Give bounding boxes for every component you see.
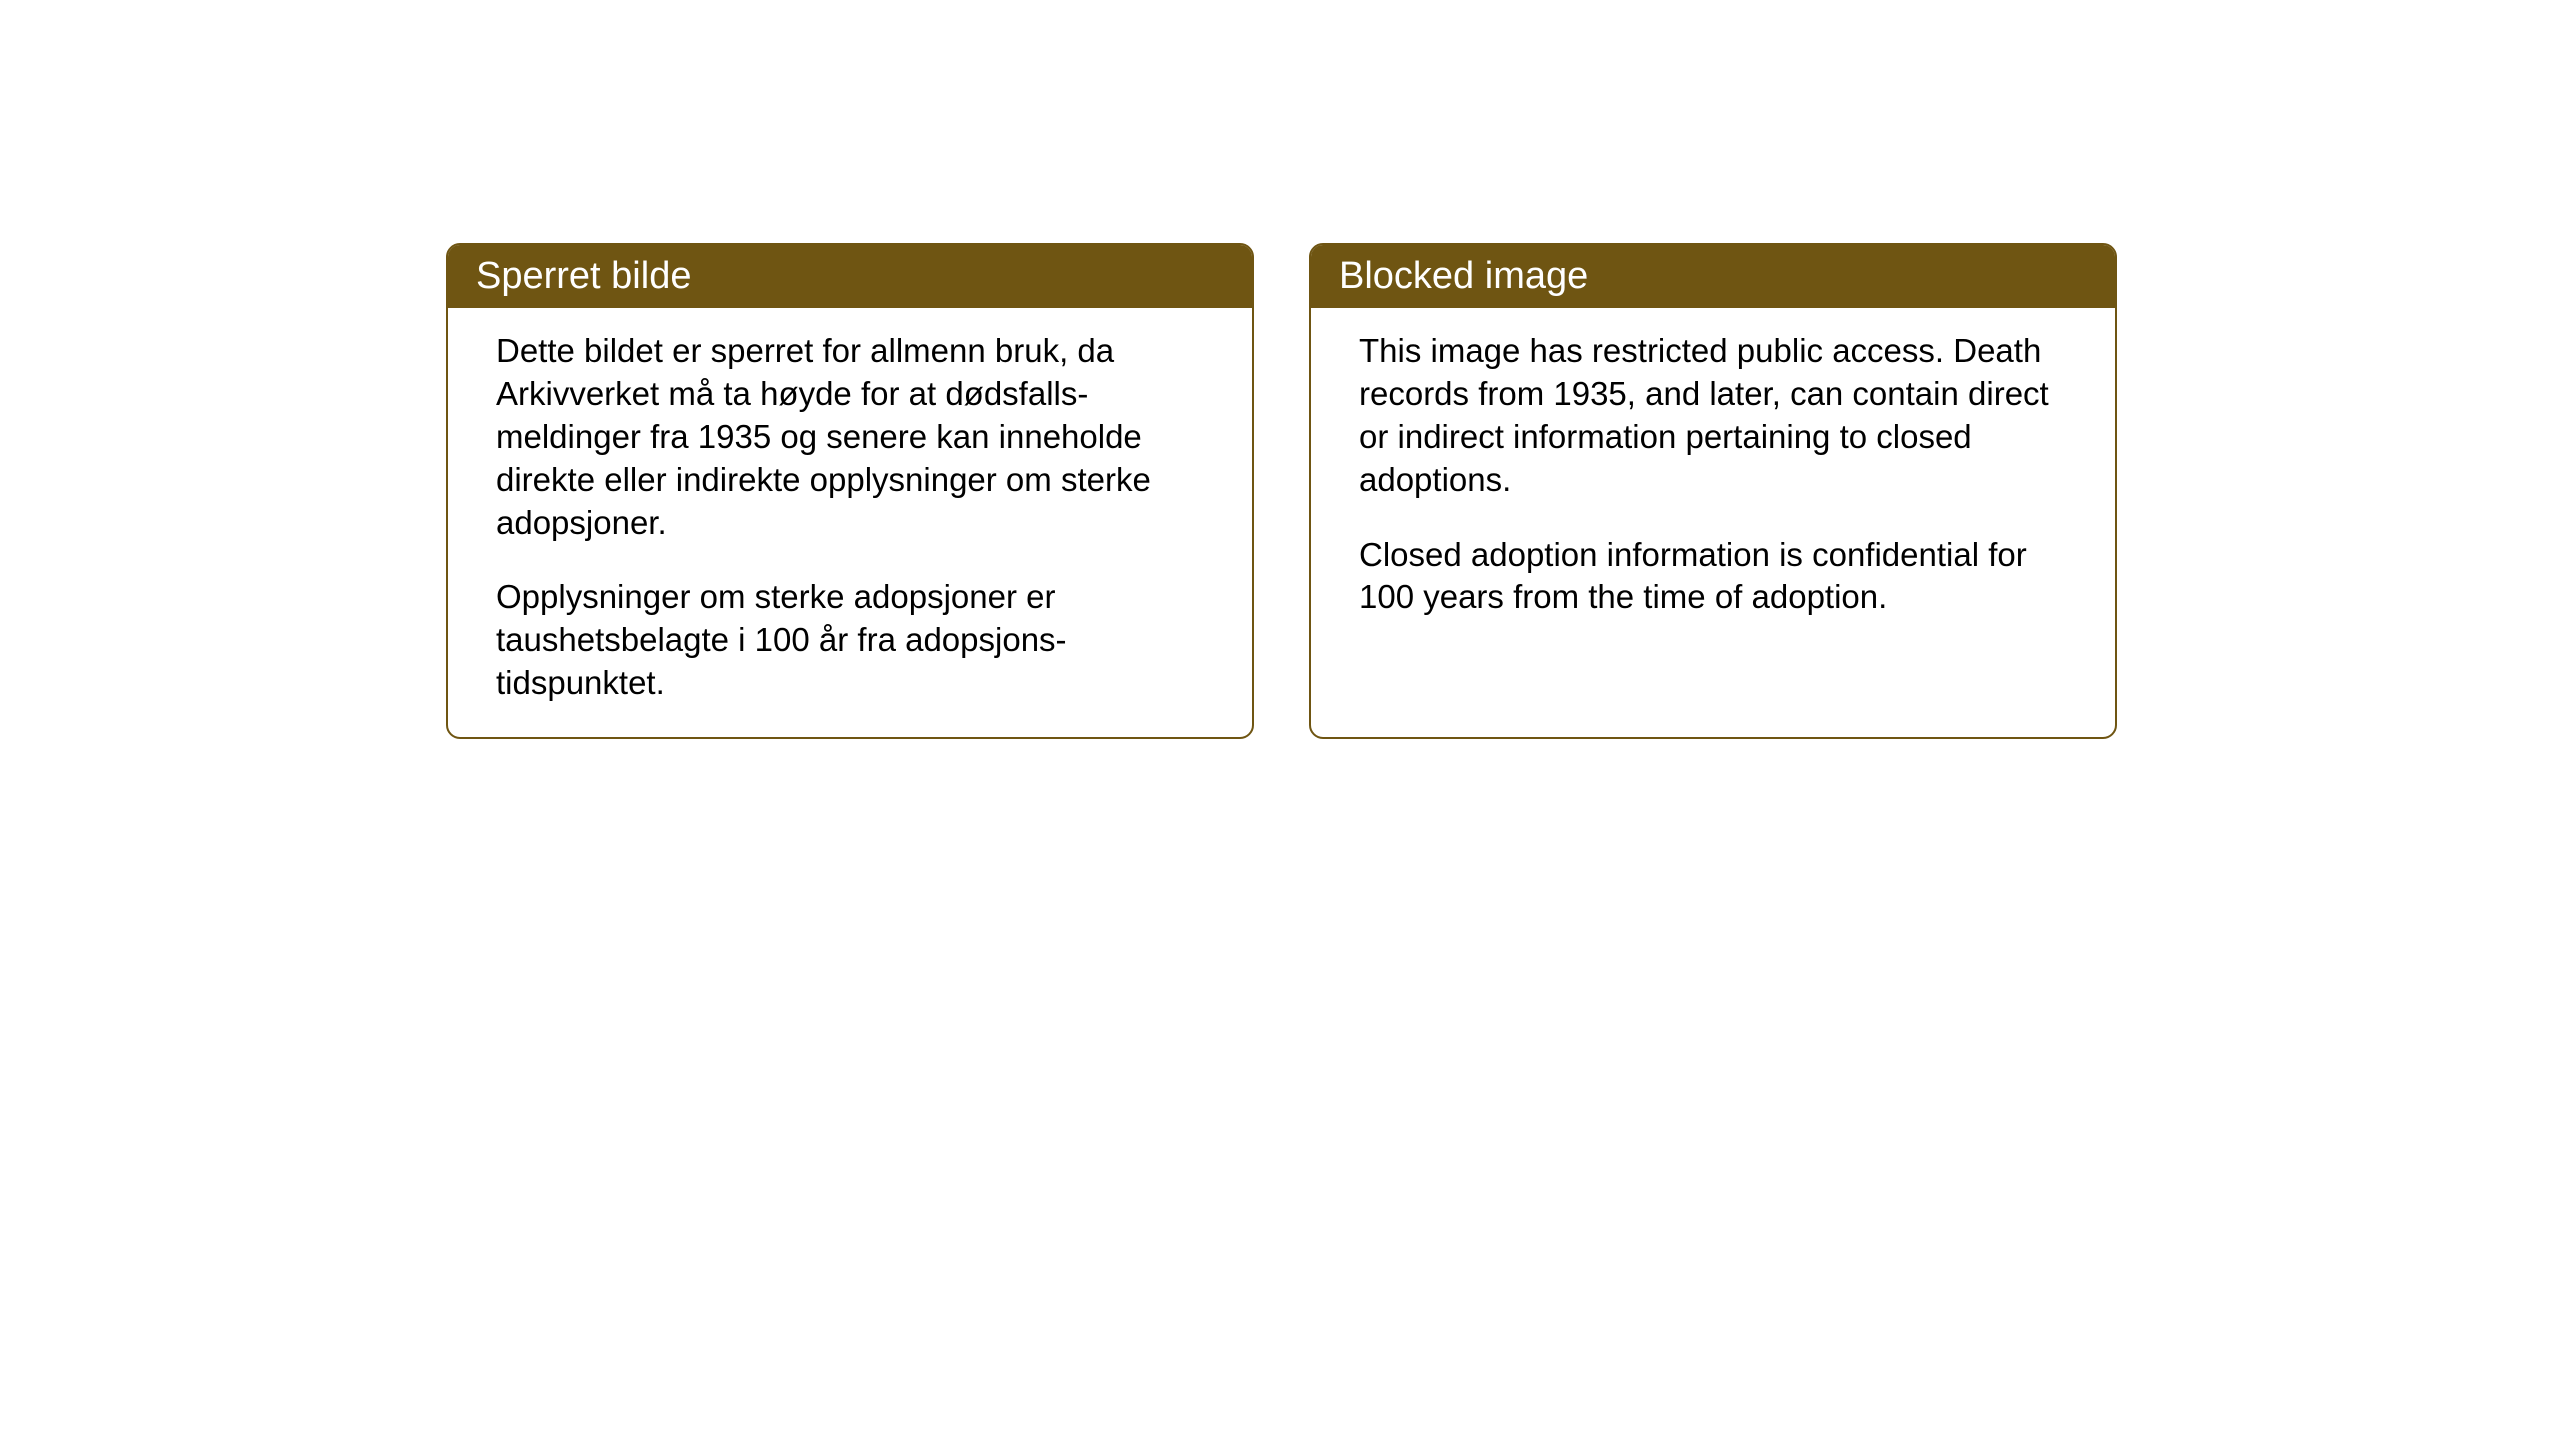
english-card-body: This image has restricted public access.… [1311, 308, 2115, 728]
notice-container: Sperret bilde Dette bildet er sperret fo… [446, 243, 2117, 739]
english-paragraph-1: This image has restricted public access.… [1359, 330, 2067, 502]
norwegian-paragraph-2: Opplysninger om sterke adopsjoner er tau… [496, 576, 1204, 705]
norwegian-card-title: Sperret bilde [448, 245, 1252, 308]
english-card-title: Blocked image [1311, 245, 2115, 308]
english-paragraph-2: Closed adoption information is confident… [1359, 534, 2067, 620]
norwegian-card-body: Dette bildet er sperret for allmenn bruk… [448, 308, 1252, 737]
english-notice-card: Blocked image This image has restricted … [1309, 243, 2117, 739]
norwegian-notice-card: Sperret bilde Dette bildet er sperret fo… [446, 243, 1254, 739]
norwegian-paragraph-1: Dette bildet er sperret for allmenn bruk… [496, 330, 1204, 544]
